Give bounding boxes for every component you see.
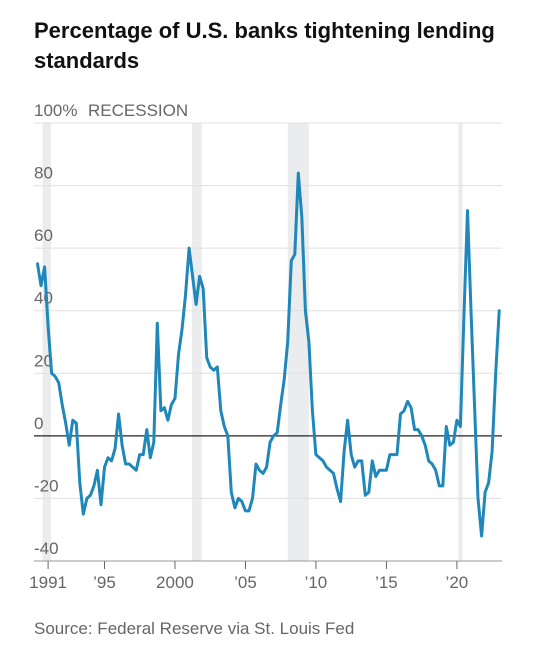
y-tick-label: -40 (34, 539, 59, 558)
chart-title: Percentage of U.S. banks tightening lend… (34, 18, 495, 73)
x-tick-label: ’15 (375, 573, 398, 592)
x-tick-label: ’10 (305, 573, 328, 592)
recession-band (42, 123, 51, 561)
x-tick-label: 2000 (156, 573, 194, 592)
x-tick-label: 1991 (29, 573, 67, 592)
y-tick-label: 60 (34, 226, 53, 245)
series-line (36, 171, 501, 538)
source-note: Source: Federal Reserve via St. Louis Fe… (34, 619, 355, 638)
y-tick-label: 40 (34, 289, 53, 308)
y-tick-label: 80 (34, 164, 53, 183)
x-tick-label: ’95 (93, 573, 116, 592)
y-tick-label: 20 (34, 351, 53, 370)
x-tick-label: ’05 (234, 573, 257, 592)
gridlines (34, 122, 502, 562)
y-tick-label: -20 (34, 476, 59, 495)
y-tick-label: 0 (34, 414, 43, 433)
recession-band (458, 123, 463, 561)
x-tick-label: ’20 (446, 573, 469, 592)
y-tick-label: 100% (34, 101, 77, 120)
recession-label: RECESSION (88, 101, 188, 120)
y-axis-ticks: 100% 80 60 40 20 0 -20 -40 (34, 101, 77, 558)
recession-band (191, 123, 202, 561)
x-axis: 1991 ’95 2000 ’05 ’10 ’15 ’20 (29, 560, 502, 592)
